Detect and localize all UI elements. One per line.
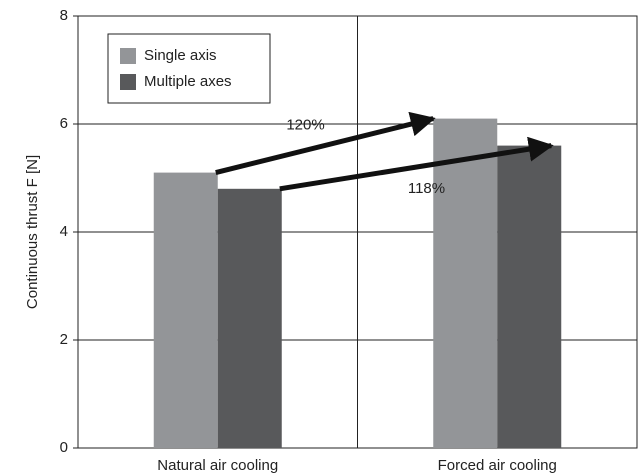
- y-tick-label: 8: [60, 7, 68, 24]
- bar: [433, 118, 498, 448]
- arrow: [215, 111, 436, 176]
- annotation: 120%: [286, 117, 324, 134]
- x-tick-label: Forced air cooling: [438, 457, 557, 474]
- x-tick-label: Natural air cooling: [157, 457, 278, 474]
- legend-box: [107, 33, 271, 104]
- y-tick-label: 2: [60, 331, 68, 348]
- annotation: 118%: [408, 180, 445, 197]
- bar: [217, 188, 282, 449]
- y-axis-label: Continuous thrust F [N]: [24, 155, 41, 309]
- legend-swatch: [120, 48, 136, 64]
- legend-label: Multiple axes: [144, 73, 232, 90]
- y-tick-label: 4: [60, 223, 68, 240]
- arrow: [279, 136, 554, 192]
- bar: [497, 145, 562, 448]
- legend-label: Single axis: [144, 47, 217, 64]
- legend-swatch: [120, 74, 136, 90]
- bar: [153, 172, 218, 448]
- y-tick-label: 6: [60, 115, 68, 132]
- y-tick-label: 0: [60, 439, 68, 456]
